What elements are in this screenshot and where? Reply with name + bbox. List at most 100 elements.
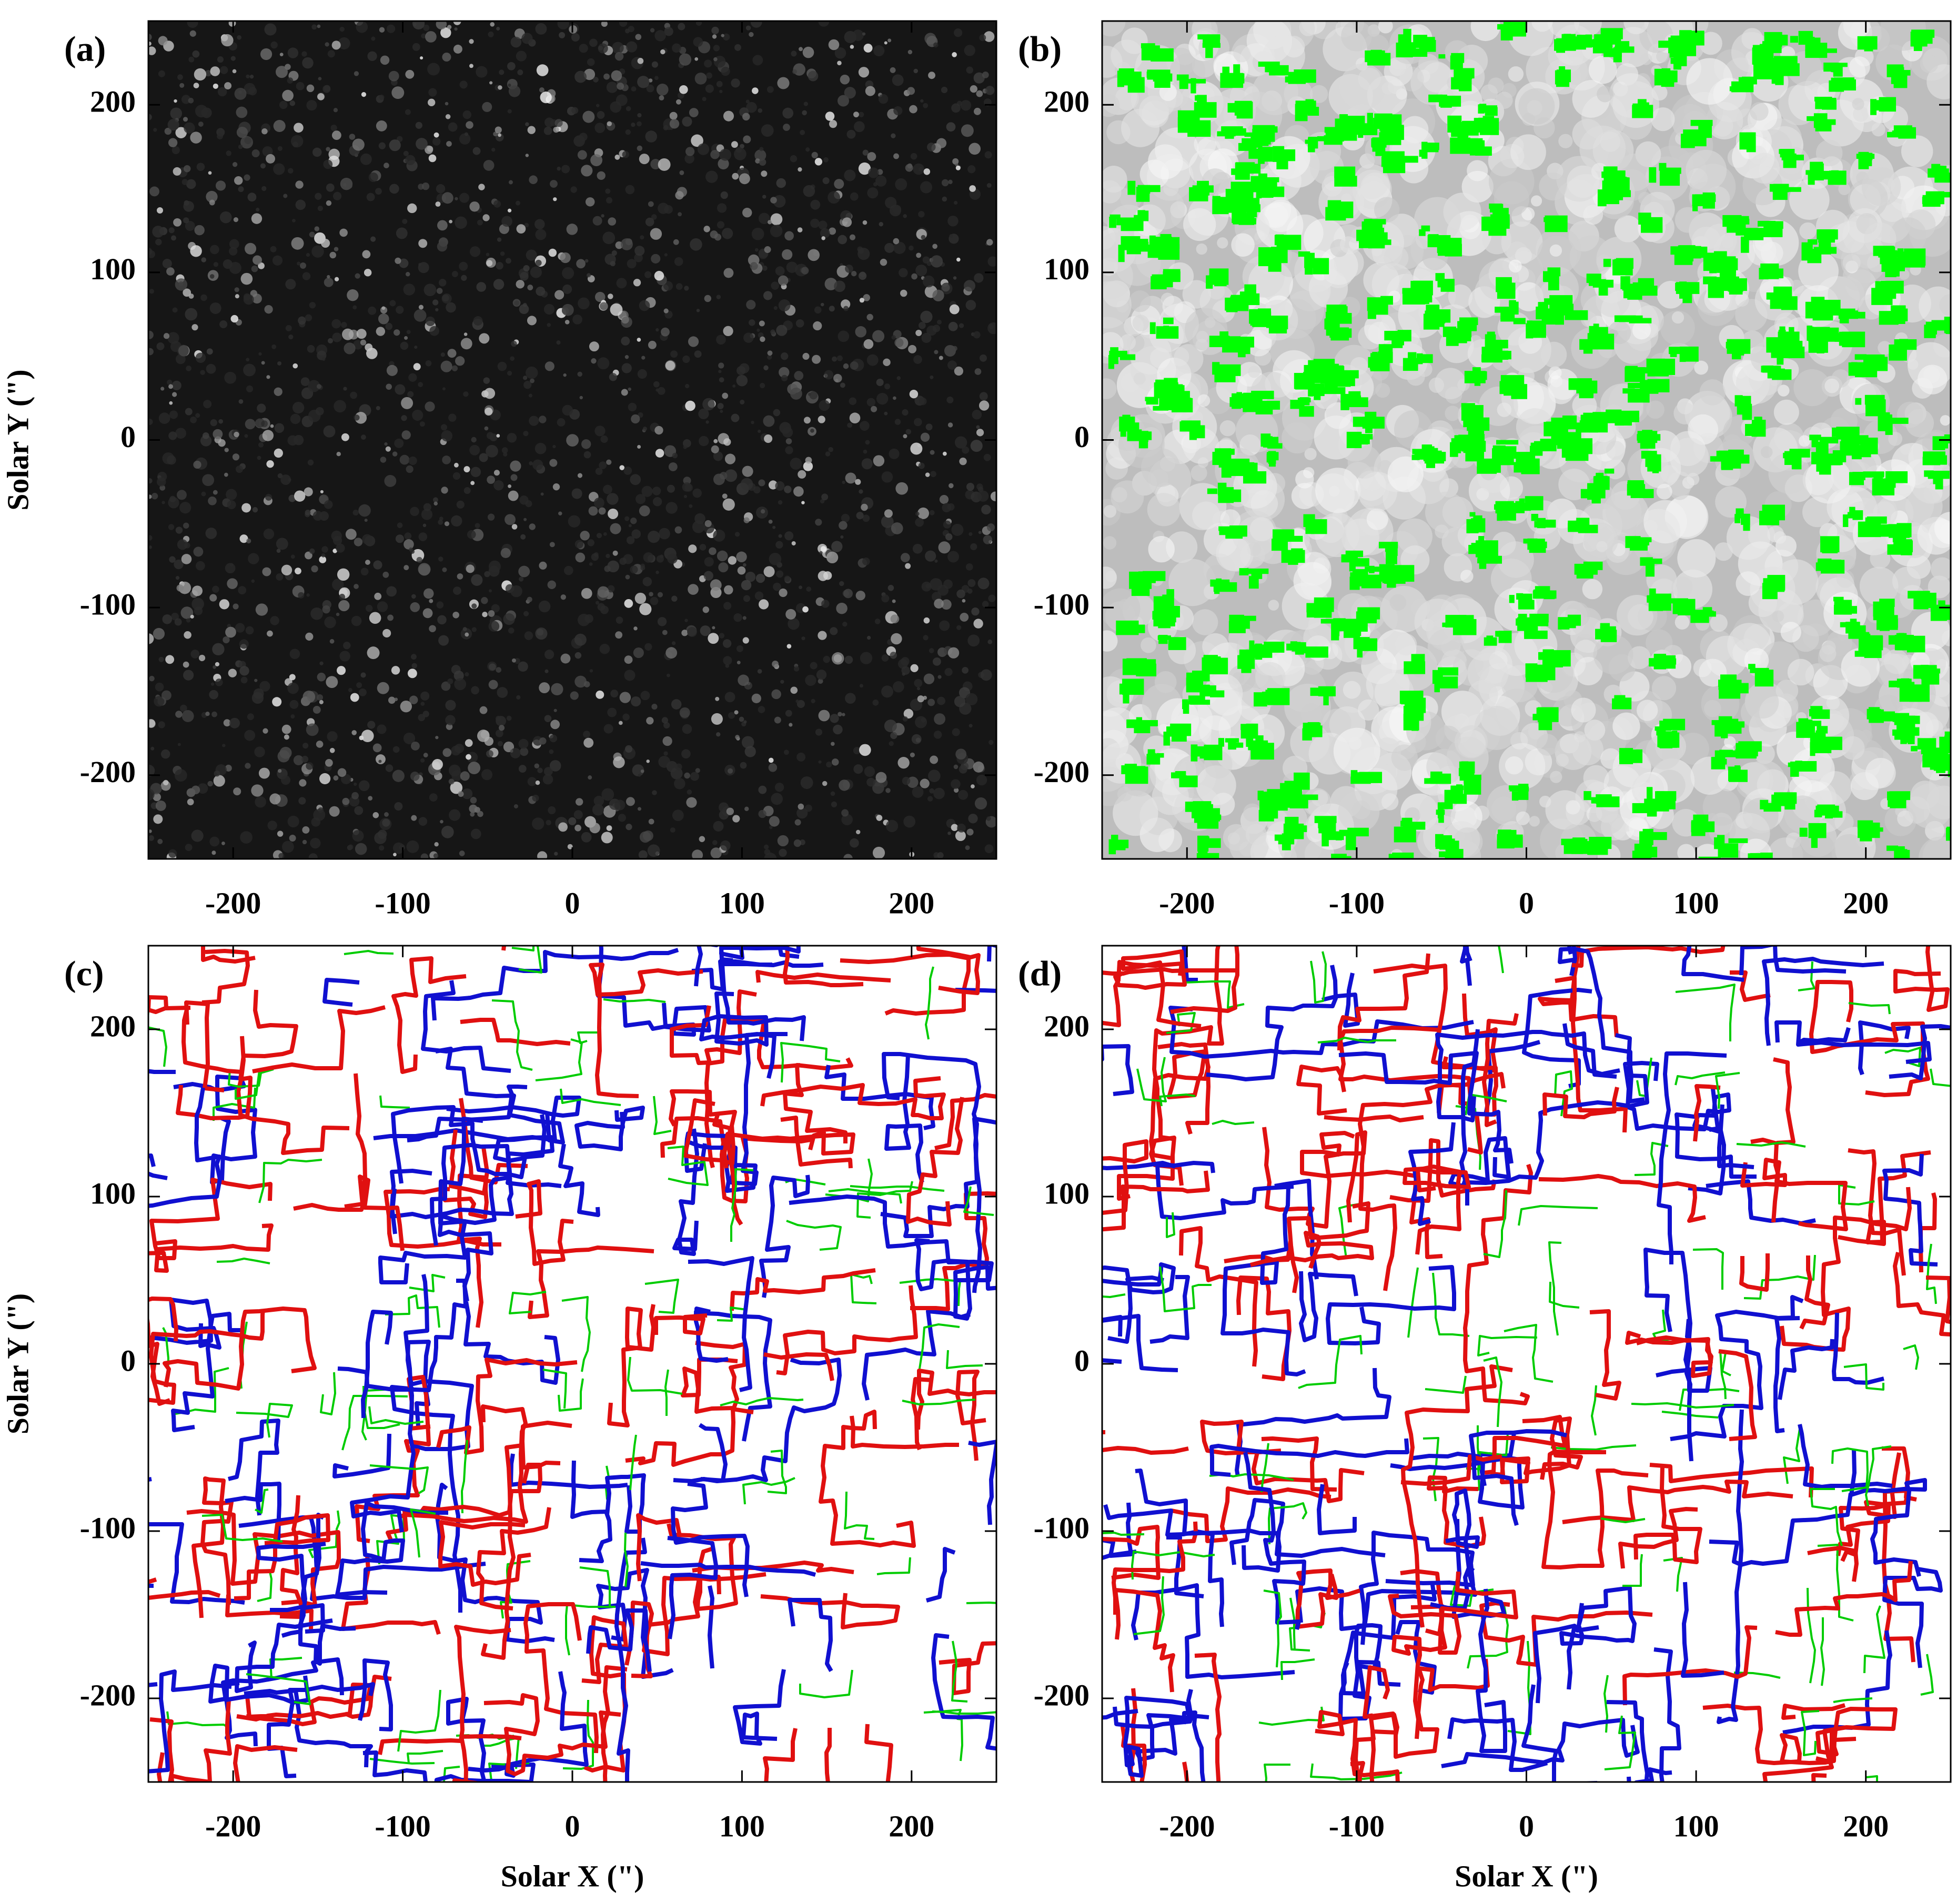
y-tick-label: 100 (90, 252, 136, 286)
bright-point (651, 214, 657, 220)
bright-point (386, 586, 397, 597)
bright-point (316, 384, 322, 389)
bright-point (655, 570, 659, 574)
bright-point (488, 560, 501, 573)
region (1166, 589, 1174, 596)
bright-point (947, 422, 953, 428)
bright-point (258, 352, 262, 356)
texture (1311, 789, 1328, 807)
bright-point (407, 203, 417, 214)
texture (1905, 487, 1943, 525)
region (1416, 354, 1433, 363)
bright-point (830, 714, 839, 723)
region (1485, 107, 1498, 116)
bright-point (184, 631, 191, 639)
texture (1468, 680, 1498, 711)
bright-point (651, 703, 658, 710)
bright-point (740, 762, 747, 769)
bright-point (471, 603, 477, 609)
bright-point (731, 141, 738, 148)
region (1514, 452, 1536, 459)
bright-point (263, 728, 268, 734)
texture (1119, 334, 1136, 351)
bright-point (207, 781, 213, 787)
bright-point (603, 724, 613, 734)
bright-point (253, 688, 264, 699)
bright-point (630, 474, 641, 485)
bright-point (671, 699, 682, 710)
texture (1354, 164, 1389, 199)
bright-point (881, 594, 890, 603)
bright-point (420, 56, 423, 60)
region (1413, 280, 1433, 296)
bright-point (639, 603, 652, 615)
texture (1815, 139, 1843, 167)
texture (1516, 811, 1530, 825)
bright-point (403, 150, 409, 156)
bright-point (323, 159, 333, 169)
bright-point (761, 170, 768, 177)
texture (1574, 640, 1598, 663)
bright-point (893, 396, 896, 400)
bright-point (608, 217, 617, 226)
bright-point (934, 350, 939, 355)
bright-point (352, 305, 357, 310)
y-tick-label: 0 (120, 420, 136, 454)
bright-point (389, 184, 399, 194)
bright-point (661, 327, 670, 337)
bright-point (185, 308, 198, 321)
bright-point (585, 197, 595, 207)
texture (1245, 329, 1272, 357)
bright-point (278, 853, 285, 859)
bright-point (507, 62, 516, 70)
texture (1919, 286, 1951, 326)
bright-point (735, 735, 740, 740)
bright-point (384, 475, 397, 487)
bright-point (174, 99, 177, 103)
region (1944, 731, 1951, 743)
bright-point (810, 218, 820, 228)
bright-point (217, 56, 224, 63)
bright-point (736, 551, 747, 563)
bright-point (282, 840, 294, 853)
bright-point (484, 571, 490, 578)
bright-point (429, 625, 436, 633)
bright-point (548, 806, 556, 815)
region (1459, 317, 1478, 325)
bright-point (923, 695, 927, 700)
bright-point (332, 579, 344, 591)
bright-point (590, 154, 603, 166)
bright-point (572, 315, 582, 325)
bright-point (621, 389, 628, 396)
texture (1219, 420, 1236, 437)
bright-point (929, 788, 935, 794)
bright-point (287, 77, 294, 84)
bright-point (625, 185, 635, 195)
region (1438, 809, 1444, 823)
bright-point (626, 824, 632, 831)
bright-point (195, 105, 208, 118)
bright-point (805, 147, 810, 152)
bright-point (959, 323, 964, 328)
bright-point (450, 782, 463, 794)
texture (1309, 85, 1328, 103)
bright-point (306, 762, 314, 770)
bright-point (172, 307, 178, 313)
bright-point (951, 779, 961, 789)
bright-point (453, 586, 461, 595)
bright-point (240, 676, 248, 684)
bright-point (344, 342, 356, 355)
bright-point (910, 442, 923, 455)
bright-point (379, 818, 392, 831)
bright-point (507, 433, 517, 443)
bright-point (281, 724, 291, 734)
bright-point (603, 484, 612, 494)
bright-point (780, 680, 784, 684)
texture (1378, 21, 1393, 34)
bright-point (405, 155, 416, 166)
bright-point (526, 249, 537, 261)
bright-point (743, 595, 751, 602)
bright-point (728, 712, 735, 719)
bright-point (339, 26, 345, 32)
bright-point (599, 643, 610, 654)
